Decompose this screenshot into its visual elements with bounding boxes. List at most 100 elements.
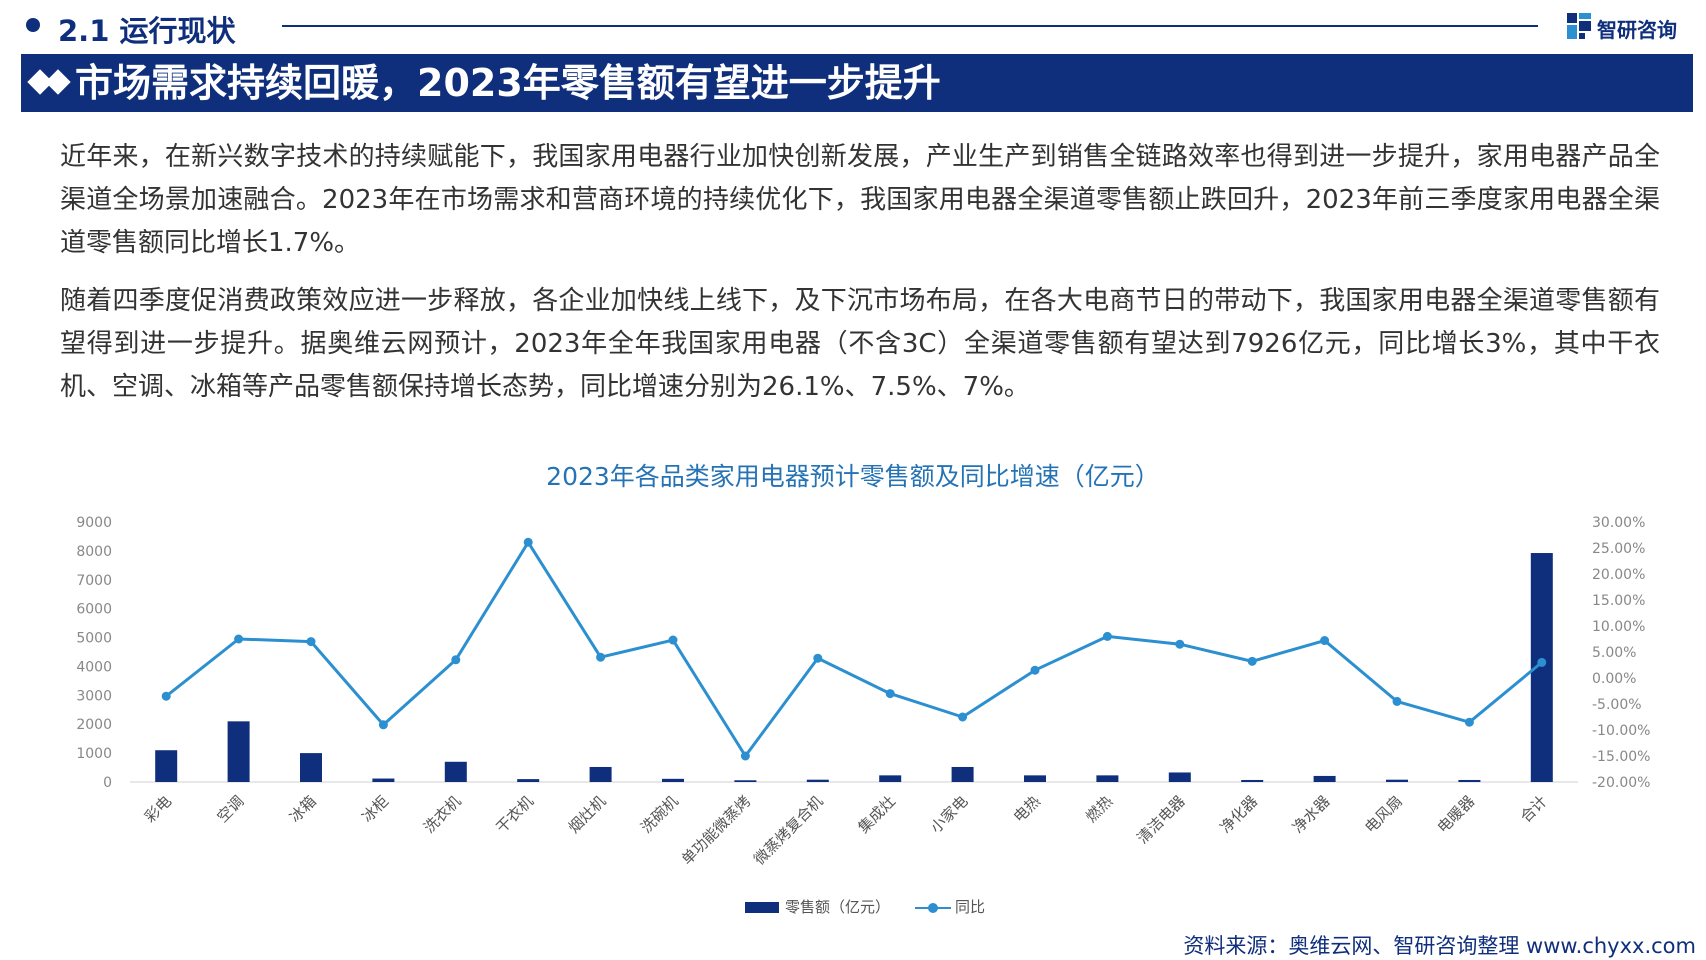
y-left-tick-label: 7000: [76, 573, 112, 589]
growth-point-20: [1537, 657, 1547, 667]
x-category-label: 彩电: [141, 792, 175, 826]
growth-point-15: [1175, 639, 1185, 649]
legend-line-label: 同比: [955, 898, 986, 916]
x-category-label: 小家电: [927, 792, 972, 837]
x-category-label: 冰柜: [358, 792, 392, 826]
bar-12: [951, 766, 974, 782]
diamond-icon: [45, 69, 71, 95]
growth-point-16: [1247, 656, 1257, 666]
x-category-label: 净水器: [1289, 792, 1334, 837]
bar-10: [806, 779, 829, 782]
y-right-tick-label: -5.00%: [1592, 697, 1642, 713]
growth-point-7: [596, 652, 606, 662]
y-right-tick-label: 0.00%: [1592, 671, 1636, 687]
x-category-label: 干衣机: [492, 792, 537, 837]
x-category-label: 合计: [1517, 792, 1551, 826]
growth-point-14: [1102, 631, 1112, 641]
paragraph-2: 随着四季度促消费政策效应进一步释放，各企业加快线上线下，及下沉市场布局，在各大电…: [60, 286, 1660, 402]
x-category-label: 电风扇: [1361, 792, 1406, 837]
x-category-label: 烟灶机: [565, 792, 610, 837]
growth-point-17: [1320, 636, 1330, 646]
bar-2: [227, 721, 250, 782]
y-left-tick-label: 6000: [76, 602, 112, 618]
bar-3: [300, 753, 322, 782]
bar-18: [1386, 779, 1408, 782]
growth-point-3: [306, 637, 316, 647]
bar-15: [1168, 772, 1191, 782]
headline-banner: 市场需求持续回暖，2023年零售额有望进一步提升: [21, 54, 1693, 112]
bar-14: [1096, 775, 1119, 782]
legend-bar-label: 零售额（亿元）: [785, 898, 891, 916]
growth-point-4: [378, 720, 388, 730]
bar-13: [1024, 775, 1046, 782]
y-right-tick-label: -20.00%: [1592, 775, 1650, 791]
y-left-tick-label: 5000: [76, 631, 112, 647]
x-category-label: 电暖器: [1434, 792, 1479, 837]
sales-growth-chart: 0 1000 2000 3000 4000 5000 6000 7000 8000 9000 -20…: [76, 515, 1650, 868]
growth-point-19: [1464, 717, 1474, 727]
bar-1: [155, 750, 178, 782]
bar-9: [734, 780, 757, 782]
paragraph-1: 近年来，在新兴数字技术的持续赋能下，我国家用电器行业加快创新发展，产业生产到销售…: [60, 142, 1660, 258]
x-category-label: 洗碗机: [637, 792, 682, 837]
x-category-label: 冰箱: [286, 792, 320, 826]
growth-point-10: [813, 653, 823, 663]
y-left-tick-label: 9000: [76, 515, 112, 531]
y-left-tick-label: 1000: [76, 746, 112, 762]
section-bullet-icon: [26, 18, 40, 32]
growth-point-6: [523, 537, 533, 547]
brand-logo-icon: [1567, 13, 1591, 39]
growth-point-18: [1392, 696, 1402, 706]
growth-line: [165, 540, 1543, 758]
bar-17: [1313, 775, 1336, 782]
headline-title: 市场需求持续回暖，2023年零售额有望进一步提升: [75, 61, 941, 105]
growth-point-12: [958, 712, 968, 722]
section-title: 2.1 运行现状: [58, 14, 236, 48]
y-right-tick-label: -15.00%: [1592, 749, 1650, 765]
bar-19: [1458, 779, 1481, 782]
chart-title: 2023年各品类家用电器预计零售额及同比增速（亿元）: [546, 462, 1160, 491]
growth-point-11: [885, 689, 895, 699]
growth-point-8: [668, 635, 678, 645]
bar-5: [444, 761, 467, 782]
brand-name: 智研咨询: [1597, 18, 1677, 42]
y-right-tick-label: 10.00%: [1592, 619, 1645, 635]
brand-logo: 智研咨询: [1567, 13, 1697, 42]
growth-point-5: [451, 655, 461, 665]
x-category-label: 单功能微蒸烤: [678, 792, 754, 868]
y-right-tick-label: -10.00%: [1592, 723, 1650, 739]
y-left-tick-label: 2000: [76, 717, 112, 733]
bar-11: [879, 775, 902, 782]
x-category-label: 集成灶: [854, 792, 899, 837]
section-header: 2.1 运行现状 智研咨询: [0, 0, 1706, 52]
x-category-label: 电热: [1010, 792, 1044, 826]
y-right-tick-label: 20.00%: [1592, 567, 1645, 583]
x-category-label: 燃热: [1082, 792, 1116, 826]
bar-8: [662, 778, 684, 782]
y-left-tick-label: 3000: [76, 688, 112, 704]
bar-16: [1241, 779, 1264, 782]
x-category-label: 清洁电器: [1133, 792, 1188, 847]
legend-bar-swatch: [745, 902, 779, 913]
growth-point-13: [1030, 665, 1040, 675]
source-note: 资料来源：奥维云网、智研咨询整理 www.chyxx.com: [1183, 934, 1696, 958]
y-right-tick-label: 15.00%: [1592, 593, 1645, 609]
legend-line-dot: [928, 903, 938, 913]
x-category-label: 洗衣机: [420, 792, 465, 837]
y-left-tick-label: 0: [103, 775, 112, 791]
growth-point-2: [234, 634, 244, 644]
y-right-tick-label: 25.00%: [1592, 541, 1645, 557]
bar-4: [372, 778, 395, 782]
y-right-tick-label: 5.00%: [1592, 645, 1636, 661]
x-category-label: 空调: [213, 792, 247, 826]
growth-point-1: [161, 691, 171, 701]
y-right-tick-label: 30.00%: [1592, 515, 1645, 531]
y-left-tick-label: 4000: [76, 659, 112, 675]
growth-point-9: [740, 751, 750, 761]
bar-7: [589, 766, 612, 782]
bar-20: [1530, 553, 1553, 782]
x-category-label: 微蒸烤复合机: [750, 792, 826, 868]
header-divider: [282, 25, 1538, 27]
y-left-tick-label: 8000: [76, 544, 112, 560]
bar-6: [517, 779, 540, 782]
